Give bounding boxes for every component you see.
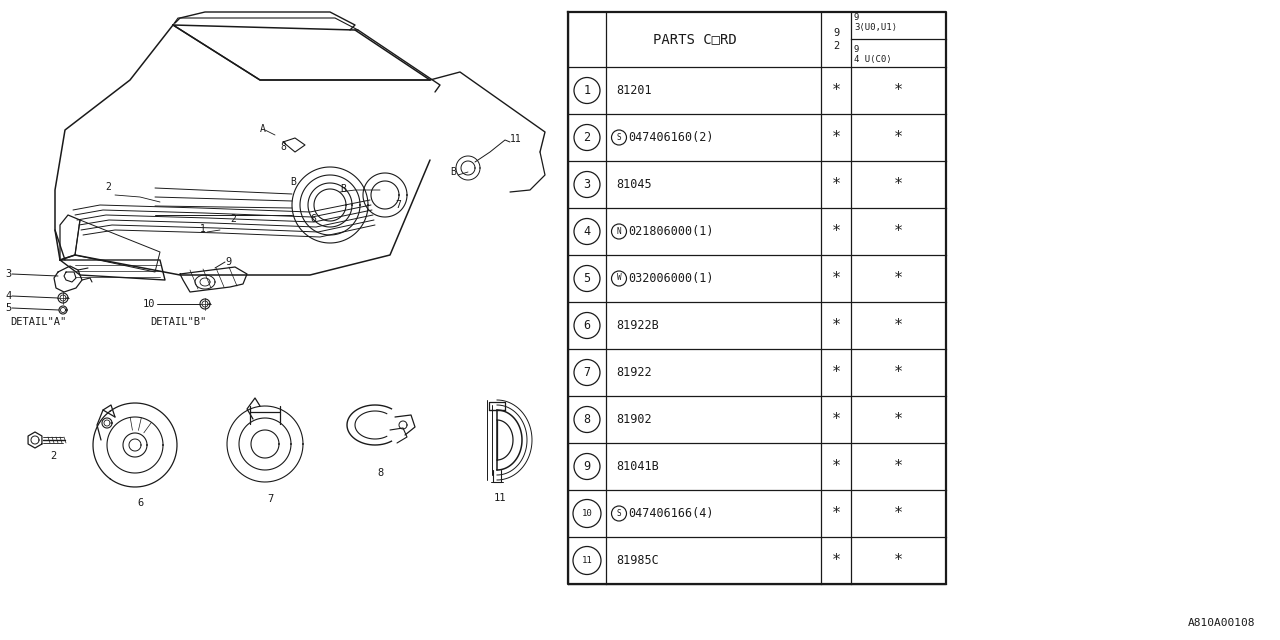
Text: *: * bbox=[832, 83, 841, 98]
Text: 11: 11 bbox=[509, 134, 522, 144]
Text: *: * bbox=[832, 177, 841, 192]
Text: 5: 5 bbox=[5, 303, 12, 313]
Text: *: * bbox=[832, 553, 841, 568]
Text: B: B bbox=[451, 167, 456, 177]
Text: *: * bbox=[893, 224, 904, 239]
Text: 8: 8 bbox=[584, 413, 590, 426]
Text: 9: 9 bbox=[225, 257, 232, 267]
Text: 2: 2 bbox=[50, 451, 56, 461]
Text: 021806000(1): 021806000(1) bbox=[628, 225, 713, 238]
Text: 81902: 81902 bbox=[616, 413, 652, 426]
Text: 7: 7 bbox=[266, 494, 273, 504]
Text: 7: 7 bbox=[396, 200, 401, 210]
Text: 047406166(4): 047406166(4) bbox=[628, 507, 713, 520]
Text: *: * bbox=[893, 365, 904, 380]
Text: 10: 10 bbox=[581, 509, 593, 518]
Text: *: * bbox=[893, 553, 904, 568]
Text: *: * bbox=[893, 318, 904, 333]
Text: 81922B: 81922B bbox=[616, 319, 659, 332]
Text: 2: 2 bbox=[584, 131, 590, 144]
Text: 8: 8 bbox=[280, 142, 285, 152]
Text: *: * bbox=[832, 224, 841, 239]
Text: 9
2: 9 2 bbox=[833, 28, 840, 51]
Text: *: * bbox=[893, 130, 904, 145]
Text: 81985C: 81985C bbox=[616, 554, 659, 567]
Text: 6: 6 bbox=[137, 498, 143, 508]
Text: 9: 9 bbox=[584, 460, 590, 473]
Text: 3: 3 bbox=[584, 178, 590, 191]
Text: 5: 5 bbox=[584, 272, 590, 285]
Text: 11: 11 bbox=[494, 493, 507, 503]
Text: 81041B: 81041B bbox=[616, 460, 659, 473]
Text: 6: 6 bbox=[310, 214, 316, 224]
Text: *: * bbox=[893, 177, 904, 192]
Text: 8: 8 bbox=[376, 468, 383, 478]
Text: N: N bbox=[617, 227, 621, 236]
Text: *: * bbox=[832, 318, 841, 333]
Text: W: W bbox=[617, 273, 621, 282]
Text: B: B bbox=[291, 177, 296, 187]
Text: *: * bbox=[832, 506, 841, 521]
Text: *: * bbox=[832, 365, 841, 380]
Text: S: S bbox=[617, 132, 621, 141]
Text: 9
3⟨U0,U1⟩: 9 3⟨U0,U1⟩ bbox=[854, 13, 897, 32]
Text: 6: 6 bbox=[584, 319, 590, 332]
Text: *: * bbox=[893, 412, 904, 427]
Text: 7: 7 bbox=[584, 366, 590, 379]
Text: *: * bbox=[893, 271, 904, 286]
Text: 81045: 81045 bbox=[616, 178, 652, 191]
Text: DETAIL"A": DETAIL"A" bbox=[10, 317, 67, 327]
Text: *: * bbox=[832, 130, 841, 145]
Text: 9
4 U⟨C0⟩: 9 4 U⟨C0⟩ bbox=[854, 45, 892, 63]
Text: 81922: 81922 bbox=[616, 366, 652, 379]
Text: DETAIL"B": DETAIL"B" bbox=[150, 317, 206, 327]
Text: *: * bbox=[893, 459, 904, 474]
Text: *: * bbox=[832, 412, 841, 427]
Text: 2: 2 bbox=[230, 214, 236, 224]
Text: *: * bbox=[832, 459, 841, 474]
Text: B: B bbox=[340, 184, 346, 194]
Text: 1: 1 bbox=[200, 224, 206, 234]
Text: 4: 4 bbox=[584, 225, 590, 238]
Text: PARTS C□RD: PARTS C□RD bbox=[653, 33, 736, 47]
Text: A: A bbox=[260, 124, 266, 134]
Text: 10: 10 bbox=[142, 299, 155, 309]
Text: 3: 3 bbox=[5, 269, 12, 279]
Text: *: * bbox=[832, 271, 841, 286]
Text: 2: 2 bbox=[105, 182, 111, 192]
Text: 1: 1 bbox=[584, 84, 590, 97]
Text: 047406160(2): 047406160(2) bbox=[628, 131, 713, 144]
Text: A810A00108: A810A00108 bbox=[1188, 618, 1254, 628]
Text: 11: 11 bbox=[581, 556, 593, 565]
Text: *: * bbox=[893, 83, 904, 98]
Text: 4: 4 bbox=[5, 291, 12, 301]
Text: 81201: 81201 bbox=[616, 84, 652, 97]
Text: S: S bbox=[617, 509, 621, 518]
Text: 032006000(1): 032006000(1) bbox=[628, 272, 713, 285]
Text: *: * bbox=[893, 506, 904, 521]
